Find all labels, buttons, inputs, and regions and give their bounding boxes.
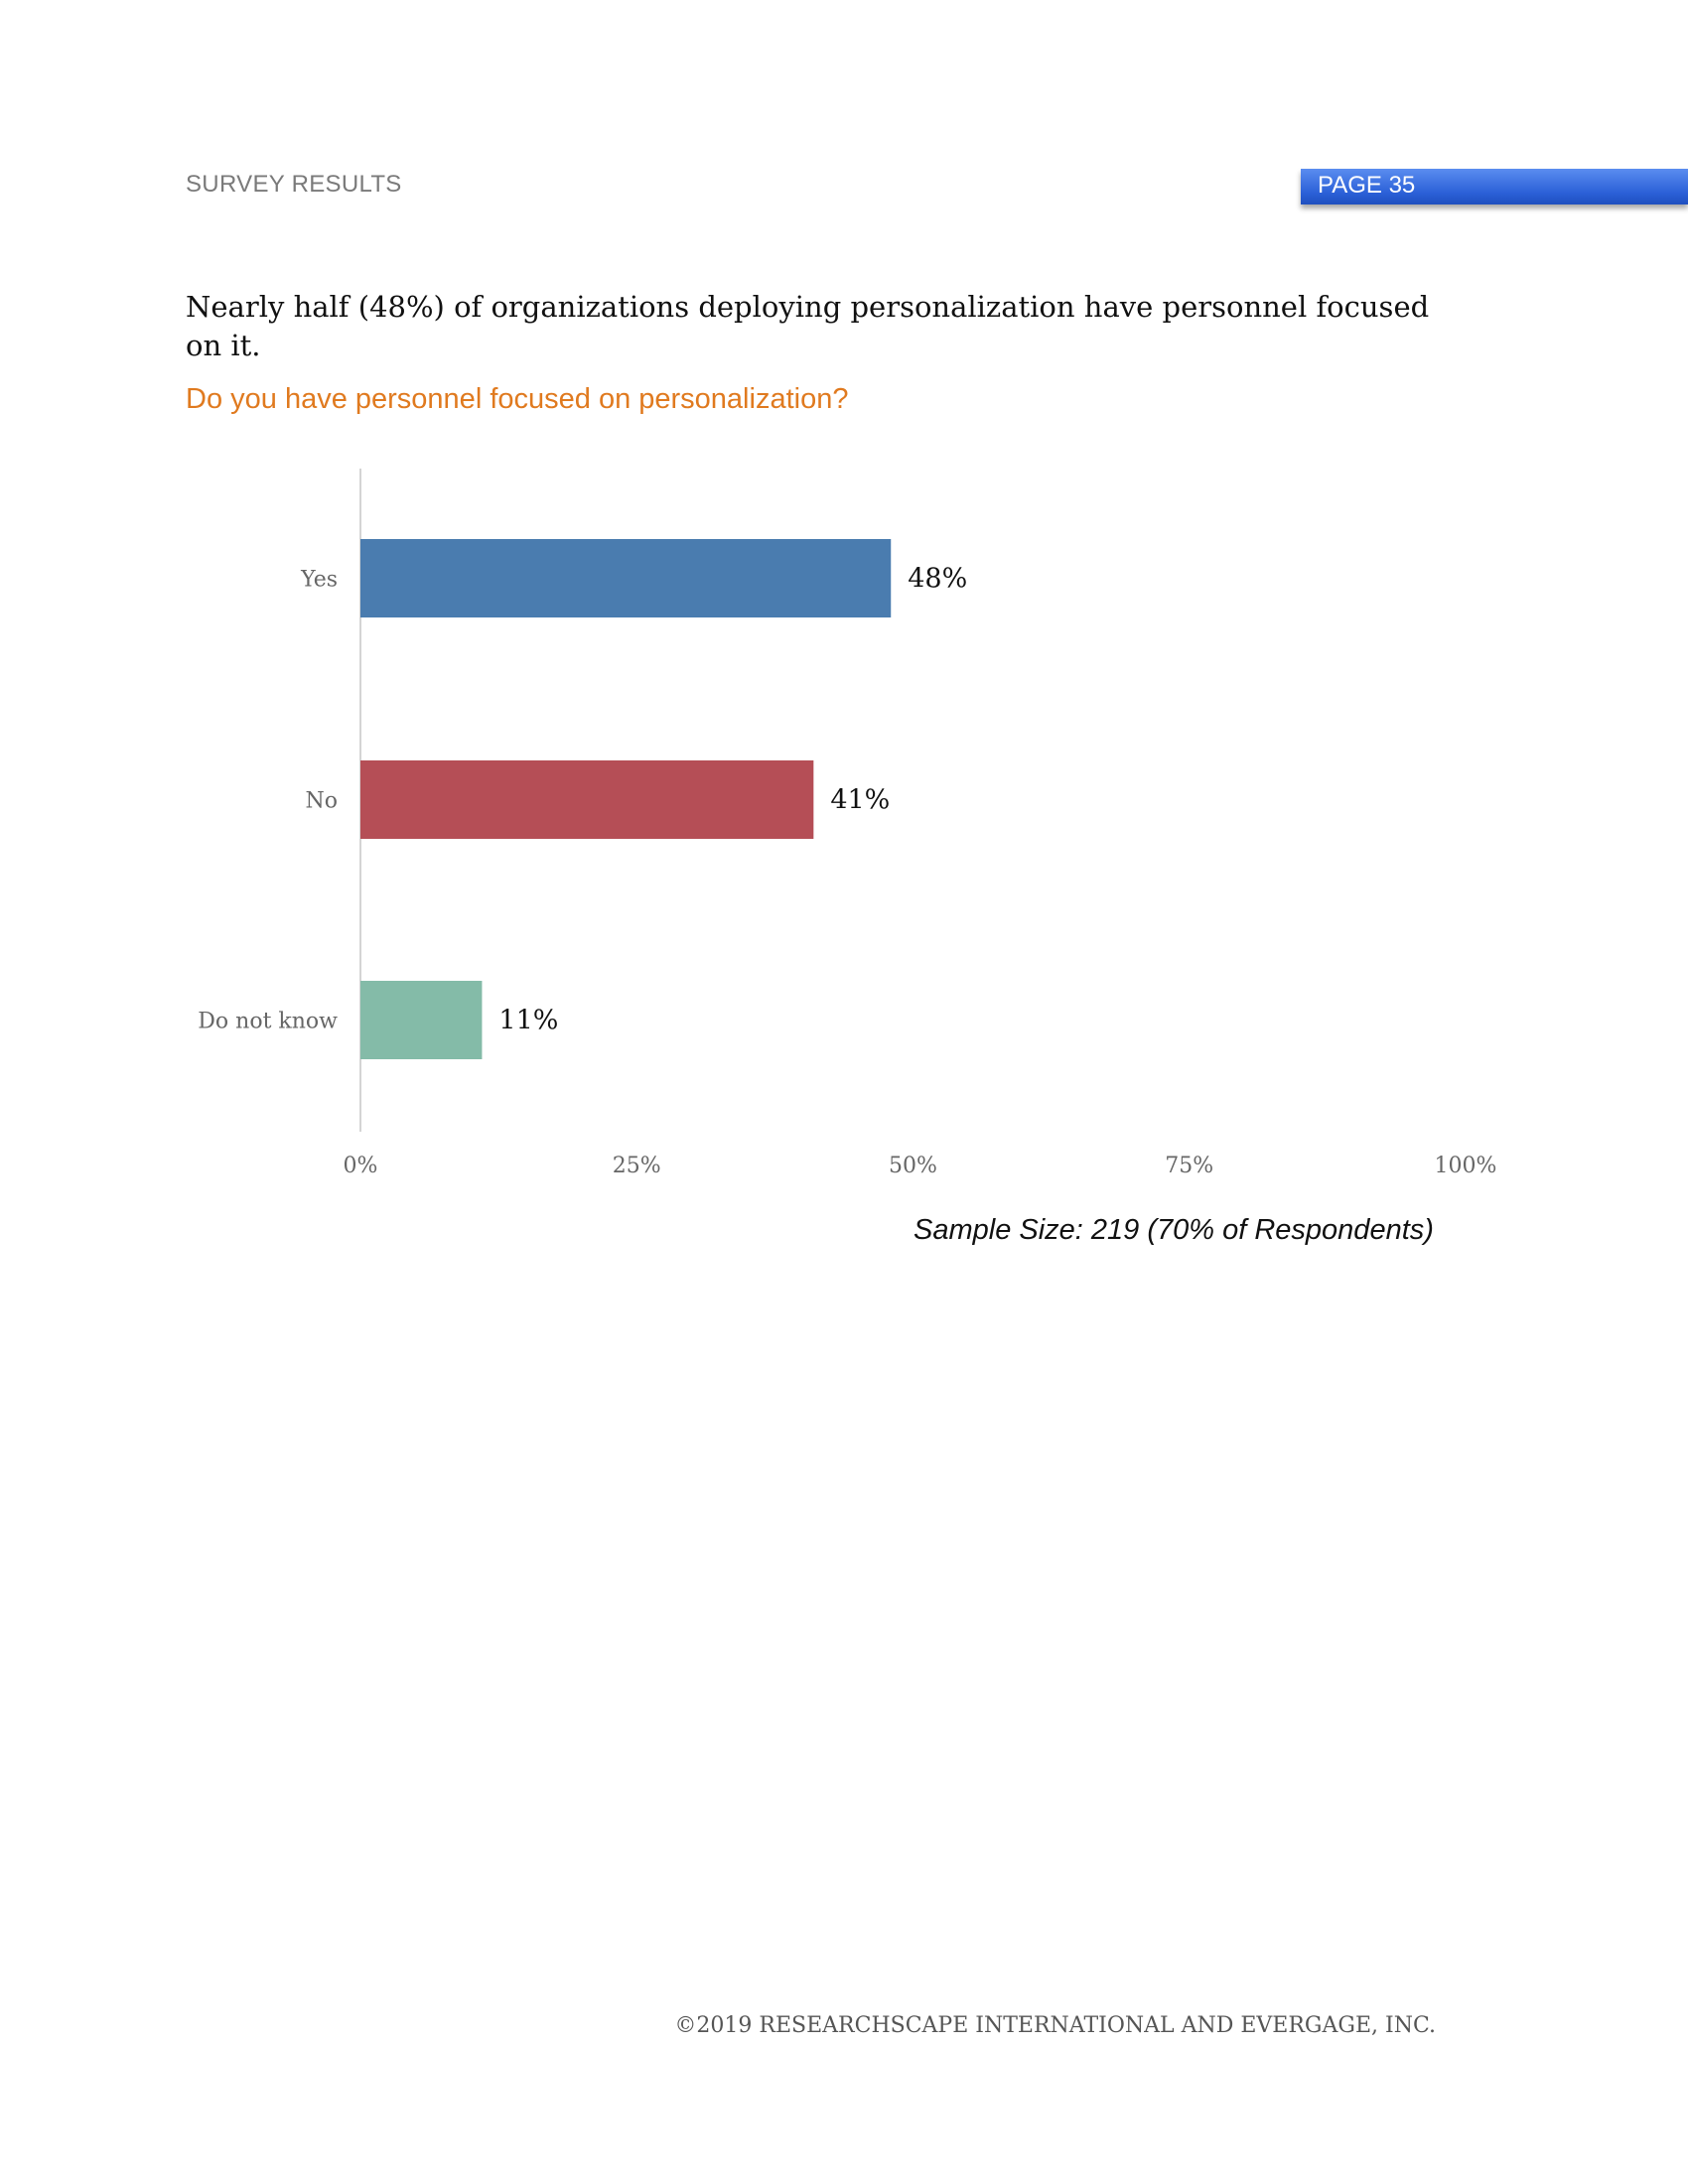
sample-size-note: Sample Size: 219 (70% of Respondents) <box>914 1214 1434 1246</box>
copyright-footer: ©2019 RESEARCHSCAPE INTERNATIONAL AND EV… <box>674 2013 1436 2038</box>
x-tick-label-3: 75% <box>1165 1154 1213 1178</box>
x-tick-label-2: 50% <box>889 1154 937 1178</box>
bar-2 <box>360 981 483 1059</box>
value-label-2: 11% <box>498 1006 558 1036</box>
category-label-1: No <box>306 789 339 814</box>
bar-0 <box>360 539 892 617</box>
page-number: PAGE 35 <box>1318 172 1416 199</box>
bar-1 <box>360 760 814 839</box>
x-tick-label-0: 0% <box>344 1154 378 1178</box>
survey-question: Do you have personnel focused on persona… <box>186 383 849 415</box>
x-tick-label-1: 25% <box>613 1154 661 1178</box>
page-number-tab: PAGE 35 <box>1301 169 1688 205</box>
value-label-1: 41% <box>830 785 890 816</box>
value-label-0: 48% <box>908 564 967 595</box>
headline: Nearly half (48%) of organizations deplo… <box>186 290 1430 362</box>
category-label-0: Yes <box>300 568 338 593</box>
section-label: SURVEY RESULTS <box>186 171 402 198</box>
x-tick-label-4: 100% <box>1435 1154 1497 1178</box>
bar-chart: Yes 48% No 41% Do not know 11% 0% 25% 50% 75% 100% <box>198 469 1497 1178</box>
category-label-2: Do not know <box>198 1010 338 1034</box>
